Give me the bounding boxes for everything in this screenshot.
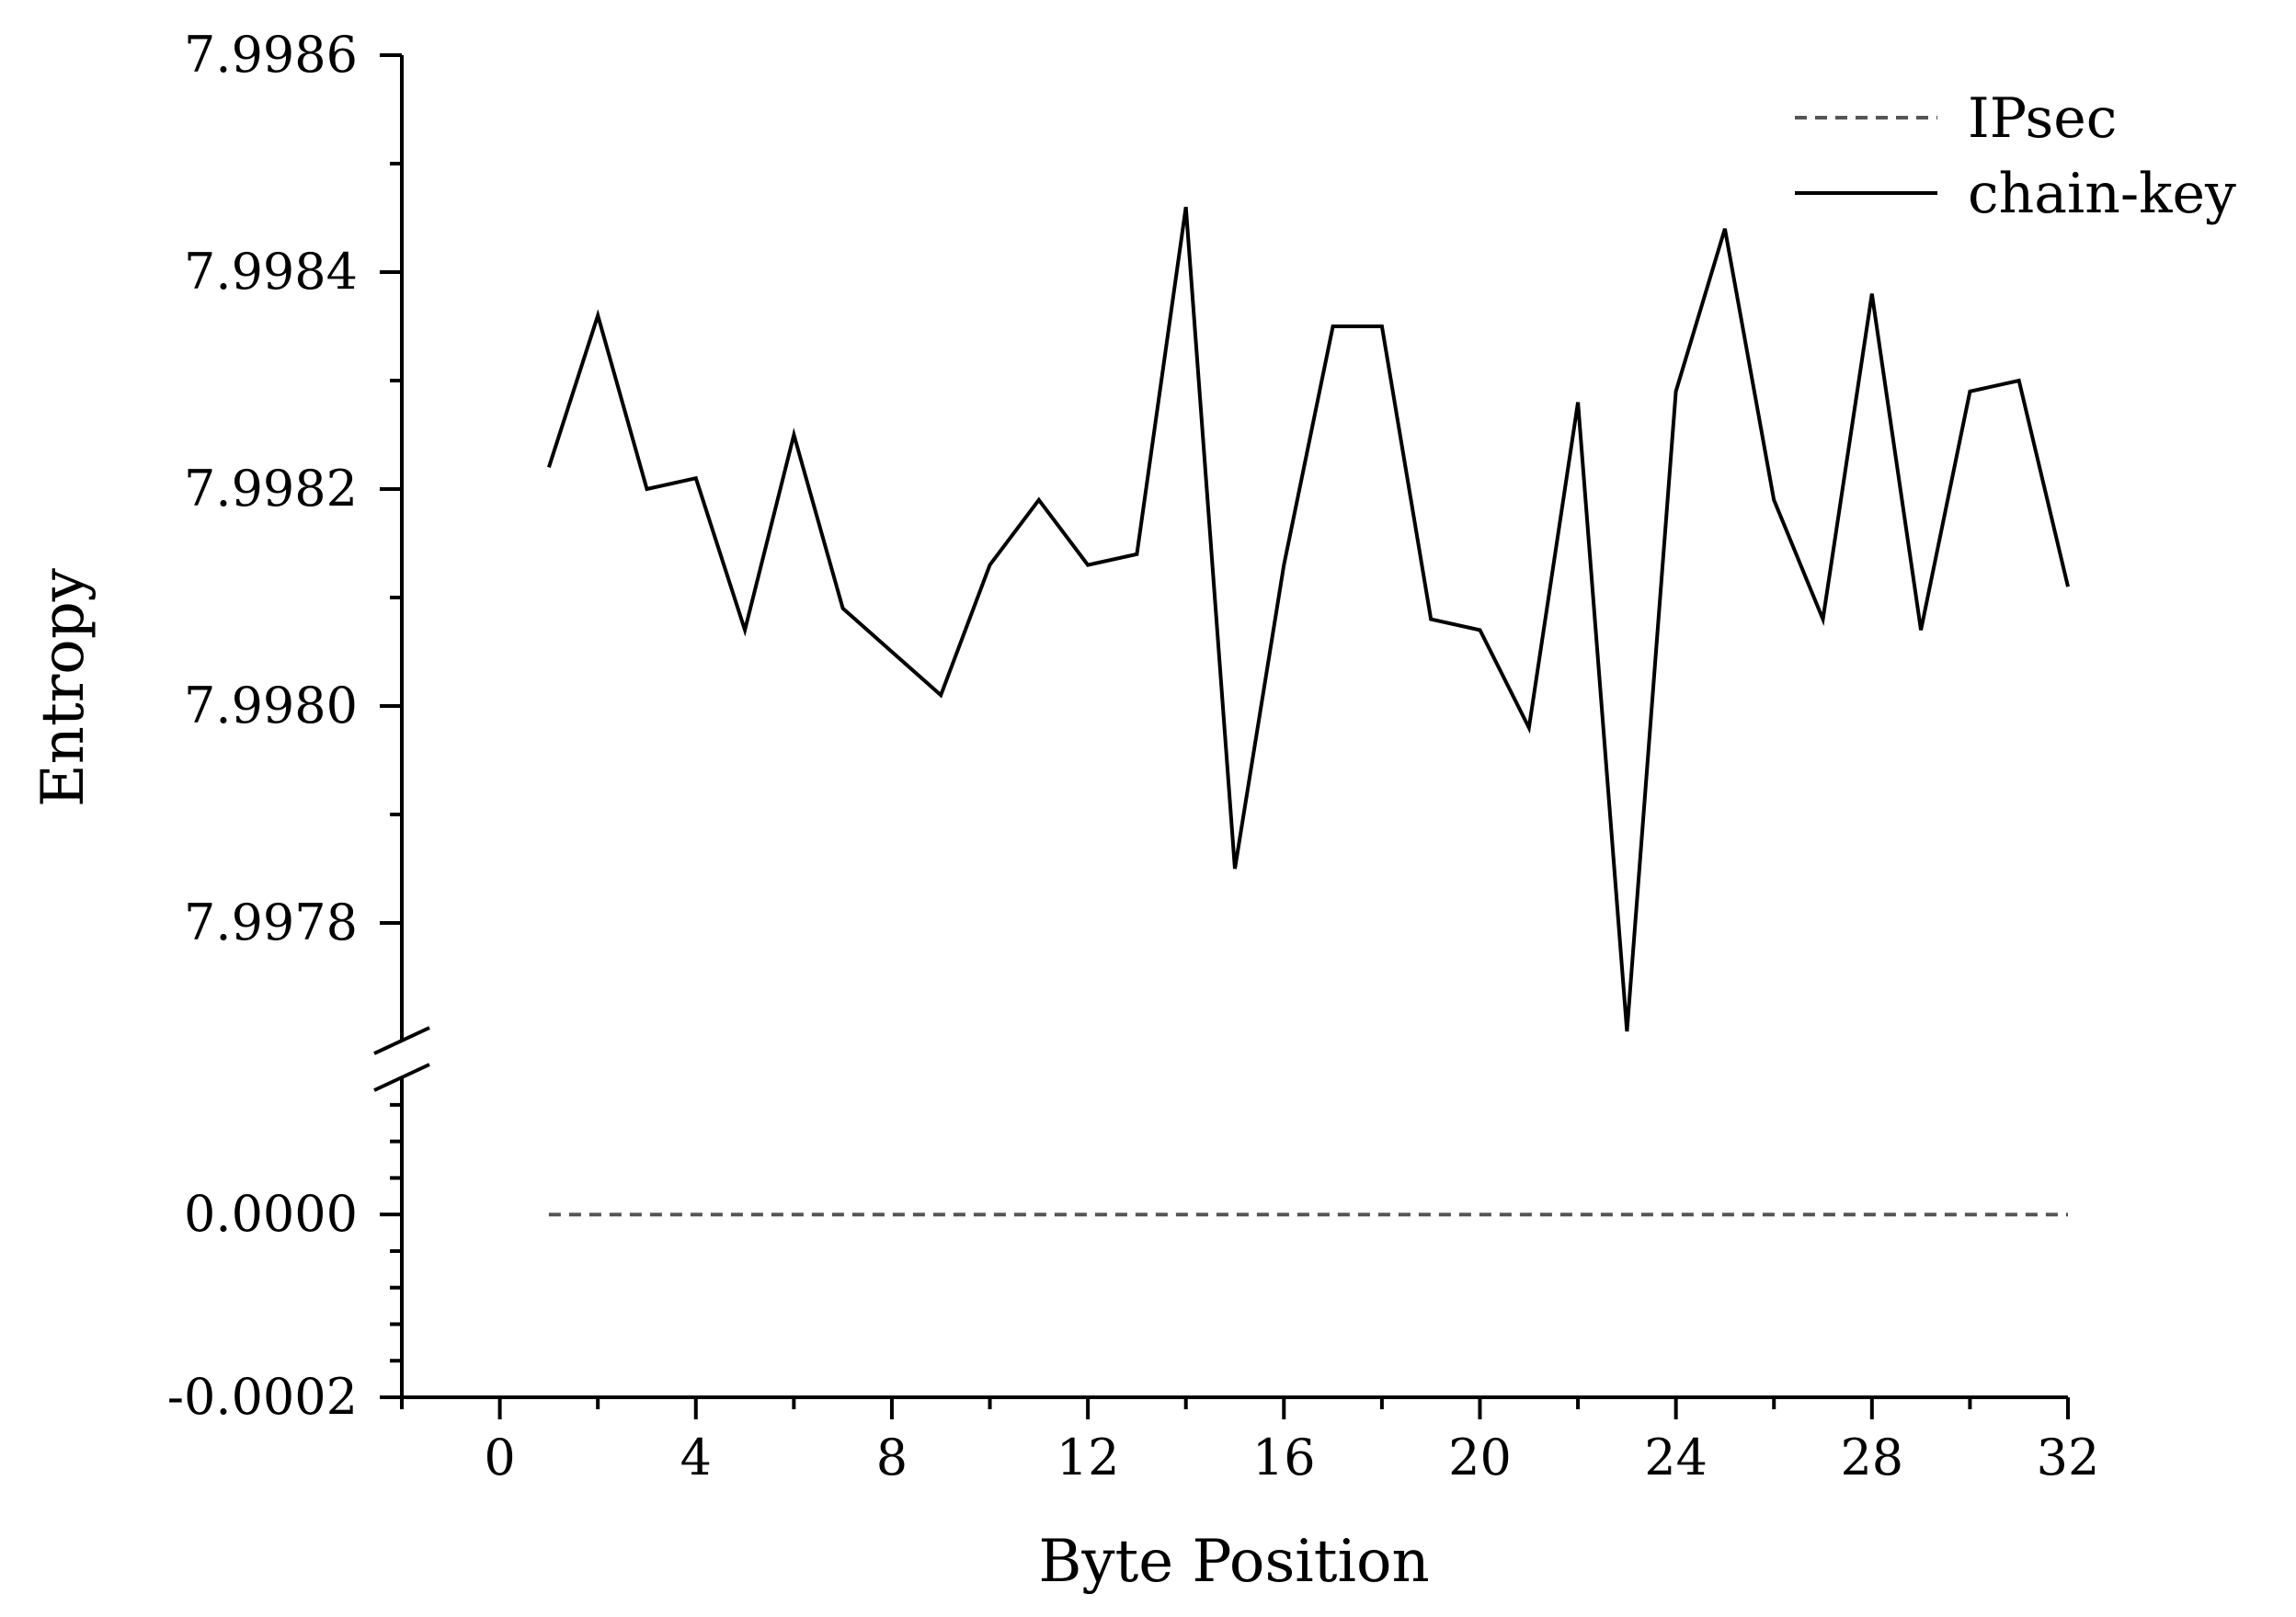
legend-ipsec-label: IPsec xyxy=(1968,86,2117,151)
x-axis-title: Byte Position xyxy=(1038,1528,1429,1596)
x-tick-label: 8 xyxy=(876,1429,908,1486)
legend: IPsec chain-key xyxy=(1795,86,2236,226)
axes: 7.9978 7.9980 7.9982 7.9984 7.9986 -0.0002 0.0… xyxy=(167,26,2100,1486)
x-tick-label: 32 xyxy=(2037,1429,2100,1486)
x-tick-label: 20 xyxy=(1448,1429,1512,1486)
y-tick-label: -0.0002 xyxy=(167,1368,358,1426)
y-tick-label: 0.0000 xyxy=(184,1185,358,1243)
series-layer xyxy=(546,206,2070,1217)
x-tick-label: 4 xyxy=(680,1429,712,1486)
y-tick-label: 7.9982 xyxy=(184,460,358,518)
x-tick-label: 12 xyxy=(1057,1429,1120,1486)
y-axis-title: Entropy xyxy=(29,568,97,807)
y-tick-label: 7.9980 xyxy=(184,677,358,734)
x-tick-label: 28 xyxy=(1840,1429,1903,1486)
series-line-chain-key xyxy=(546,206,2070,1032)
x-tick-label: 16 xyxy=(1252,1429,1316,1486)
y-tick-label: 7.9984 xyxy=(184,243,358,301)
x-tick-label: 0 xyxy=(484,1429,515,1486)
axis-break-mark xyxy=(373,1026,430,1055)
x-tick-label: 24 xyxy=(1644,1429,1708,1486)
legend-chain-key-label: chain-key xyxy=(1968,162,2236,226)
y-tick-label: 7.9986 xyxy=(184,26,358,84)
axis-break-mark xyxy=(373,1063,430,1092)
y-tick-label: 7.9978 xyxy=(184,894,358,951)
